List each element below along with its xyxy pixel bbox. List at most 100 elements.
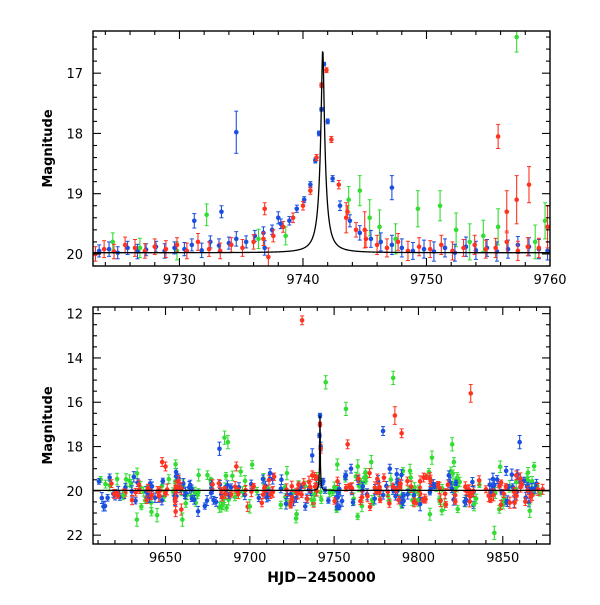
data-point-red bbox=[262, 202, 267, 216]
data-point-blue bbox=[287, 216, 292, 226]
band-point-blue bbox=[99, 492, 105, 504]
band-point-blue bbox=[195, 505, 201, 517]
band-point-red bbox=[219, 493, 225, 502]
data-point-red bbox=[308, 186, 313, 195]
band-point-green bbox=[224, 504, 229, 512]
band-point-red bbox=[375, 473, 380, 485]
band-point-green bbox=[355, 512, 360, 521]
data-point-green bbox=[495, 208, 501, 246]
data-point-red bbox=[251, 234, 256, 250]
data-point-green bbox=[437, 190, 443, 222]
y-tick-label: 20 bbox=[66, 485, 83, 500]
data-point-blue bbox=[357, 225, 363, 241]
band-point-red bbox=[216, 479, 222, 488]
band-point-green bbox=[223, 471, 229, 480]
band-point-red bbox=[452, 490, 458, 500]
data-point-green bbox=[137, 237, 143, 259]
band-point-blue bbox=[350, 498, 356, 507]
data-point-red bbox=[472, 234, 477, 256]
band-point-red bbox=[503, 483, 509, 490]
data-point-red bbox=[101, 240, 107, 259]
band-point-red bbox=[452, 498, 458, 505]
data-point-blue bbox=[399, 238, 405, 258]
data-point-red bbox=[483, 239, 489, 259]
model-curve bbox=[93, 415, 550, 492]
band-point-blue bbox=[96, 478, 102, 485]
band-point-red bbox=[390, 482, 396, 491]
band-point-blue bbox=[260, 474, 266, 484]
band-point-red bbox=[178, 482, 184, 495]
data-point-green bbox=[355, 459, 361, 474]
band-point-blue bbox=[405, 489, 410, 500]
band-point-green bbox=[114, 472, 120, 486]
data-point-red bbox=[392, 406, 398, 425]
data-point-green bbox=[134, 512, 140, 527]
data-point-blue bbox=[410, 242, 416, 260]
band-point-red bbox=[411, 497, 417, 508]
band-point-green bbox=[183, 499, 189, 508]
y-tick-label: 16 bbox=[66, 396, 83, 411]
top-plot-frame bbox=[92, 30, 551, 267]
data-point-green bbox=[390, 370, 396, 386]
data-point-blue bbox=[347, 214, 353, 228]
band-point-blue bbox=[102, 500, 108, 512]
data-point-blue bbox=[325, 118, 330, 125]
data-point-green bbox=[180, 512, 185, 527]
band-point-red bbox=[115, 492, 121, 499]
band-point-green bbox=[230, 470, 235, 482]
band-point-red bbox=[307, 481, 313, 493]
data-point-blue bbox=[446, 470, 452, 481]
bottom-clipped-data bbox=[93, 315, 550, 541]
data-point-blue bbox=[517, 434, 522, 450]
y-tick-label: 22 bbox=[66, 529, 83, 544]
data-point-blue bbox=[348, 463, 354, 474]
top-data-marks bbox=[93, 31, 550, 266]
data-point-green bbox=[204, 203, 209, 227]
band-point-blue bbox=[401, 496, 406, 507]
data-point-red bbox=[536, 237, 542, 259]
data-point-red bbox=[314, 154, 319, 162]
data-point-green bbox=[514, 31, 519, 53]
band-point-red bbox=[377, 496, 383, 504]
band-point-red bbox=[422, 493, 428, 504]
data-point-blue bbox=[172, 241, 177, 255]
band-point-red bbox=[367, 502, 373, 511]
band-point-red bbox=[463, 481, 468, 493]
data-point-green bbox=[225, 434, 231, 450]
band-point-red bbox=[109, 479, 114, 489]
x-tick-label: 9730 bbox=[163, 273, 196, 288]
data-point-red bbox=[513, 470, 519, 481]
band-point-red bbox=[387, 499, 392, 508]
data-point-blue bbox=[275, 211, 281, 225]
band-point-blue bbox=[279, 474, 284, 485]
y-tick-label: 12 bbox=[66, 308, 83, 323]
band-point-red bbox=[396, 495, 401, 505]
x-tick-label: 9800 bbox=[402, 551, 435, 566]
y-tick-label: 18 bbox=[66, 127, 83, 142]
data-point-red bbox=[493, 237, 498, 259]
top-axis-ticks: 9730 9740 9750 9760 17 18 19 20 bbox=[66, 31, 567, 288]
data-point-green bbox=[415, 190, 421, 228]
data-point-blue bbox=[470, 477, 475, 487]
data-point-blue bbox=[387, 463, 393, 474]
data-point-red bbox=[514, 175, 519, 225]
data-point-red bbox=[299, 315, 305, 326]
data-point-red bbox=[152, 238, 158, 256]
band-point-red bbox=[299, 491, 304, 499]
data-point-blue bbox=[243, 235, 249, 249]
band-point-green bbox=[205, 470, 210, 480]
data-point-blue bbox=[191, 213, 197, 229]
band-point-red bbox=[428, 474, 433, 488]
data-point-blue bbox=[389, 175, 395, 201]
data-point-blue bbox=[233, 110, 239, 154]
data-point-green bbox=[256, 228, 261, 250]
band-point-green bbox=[497, 460, 503, 474]
data-point-red bbox=[163, 461, 168, 472]
band-point-blue bbox=[105, 494, 110, 502]
band-point-green bbox=[249, 460, 255, 470]
data-point-red bbox=[495, 123, 501, 149]
band-point-red bbox=[507, 496, 513, 509]
band-point-red bbox=[288, 495, 294, 508]
band-point-red bbox=[438, 494, 443, 508]
data-point-red bbox=[525, 237, 531, 257]
